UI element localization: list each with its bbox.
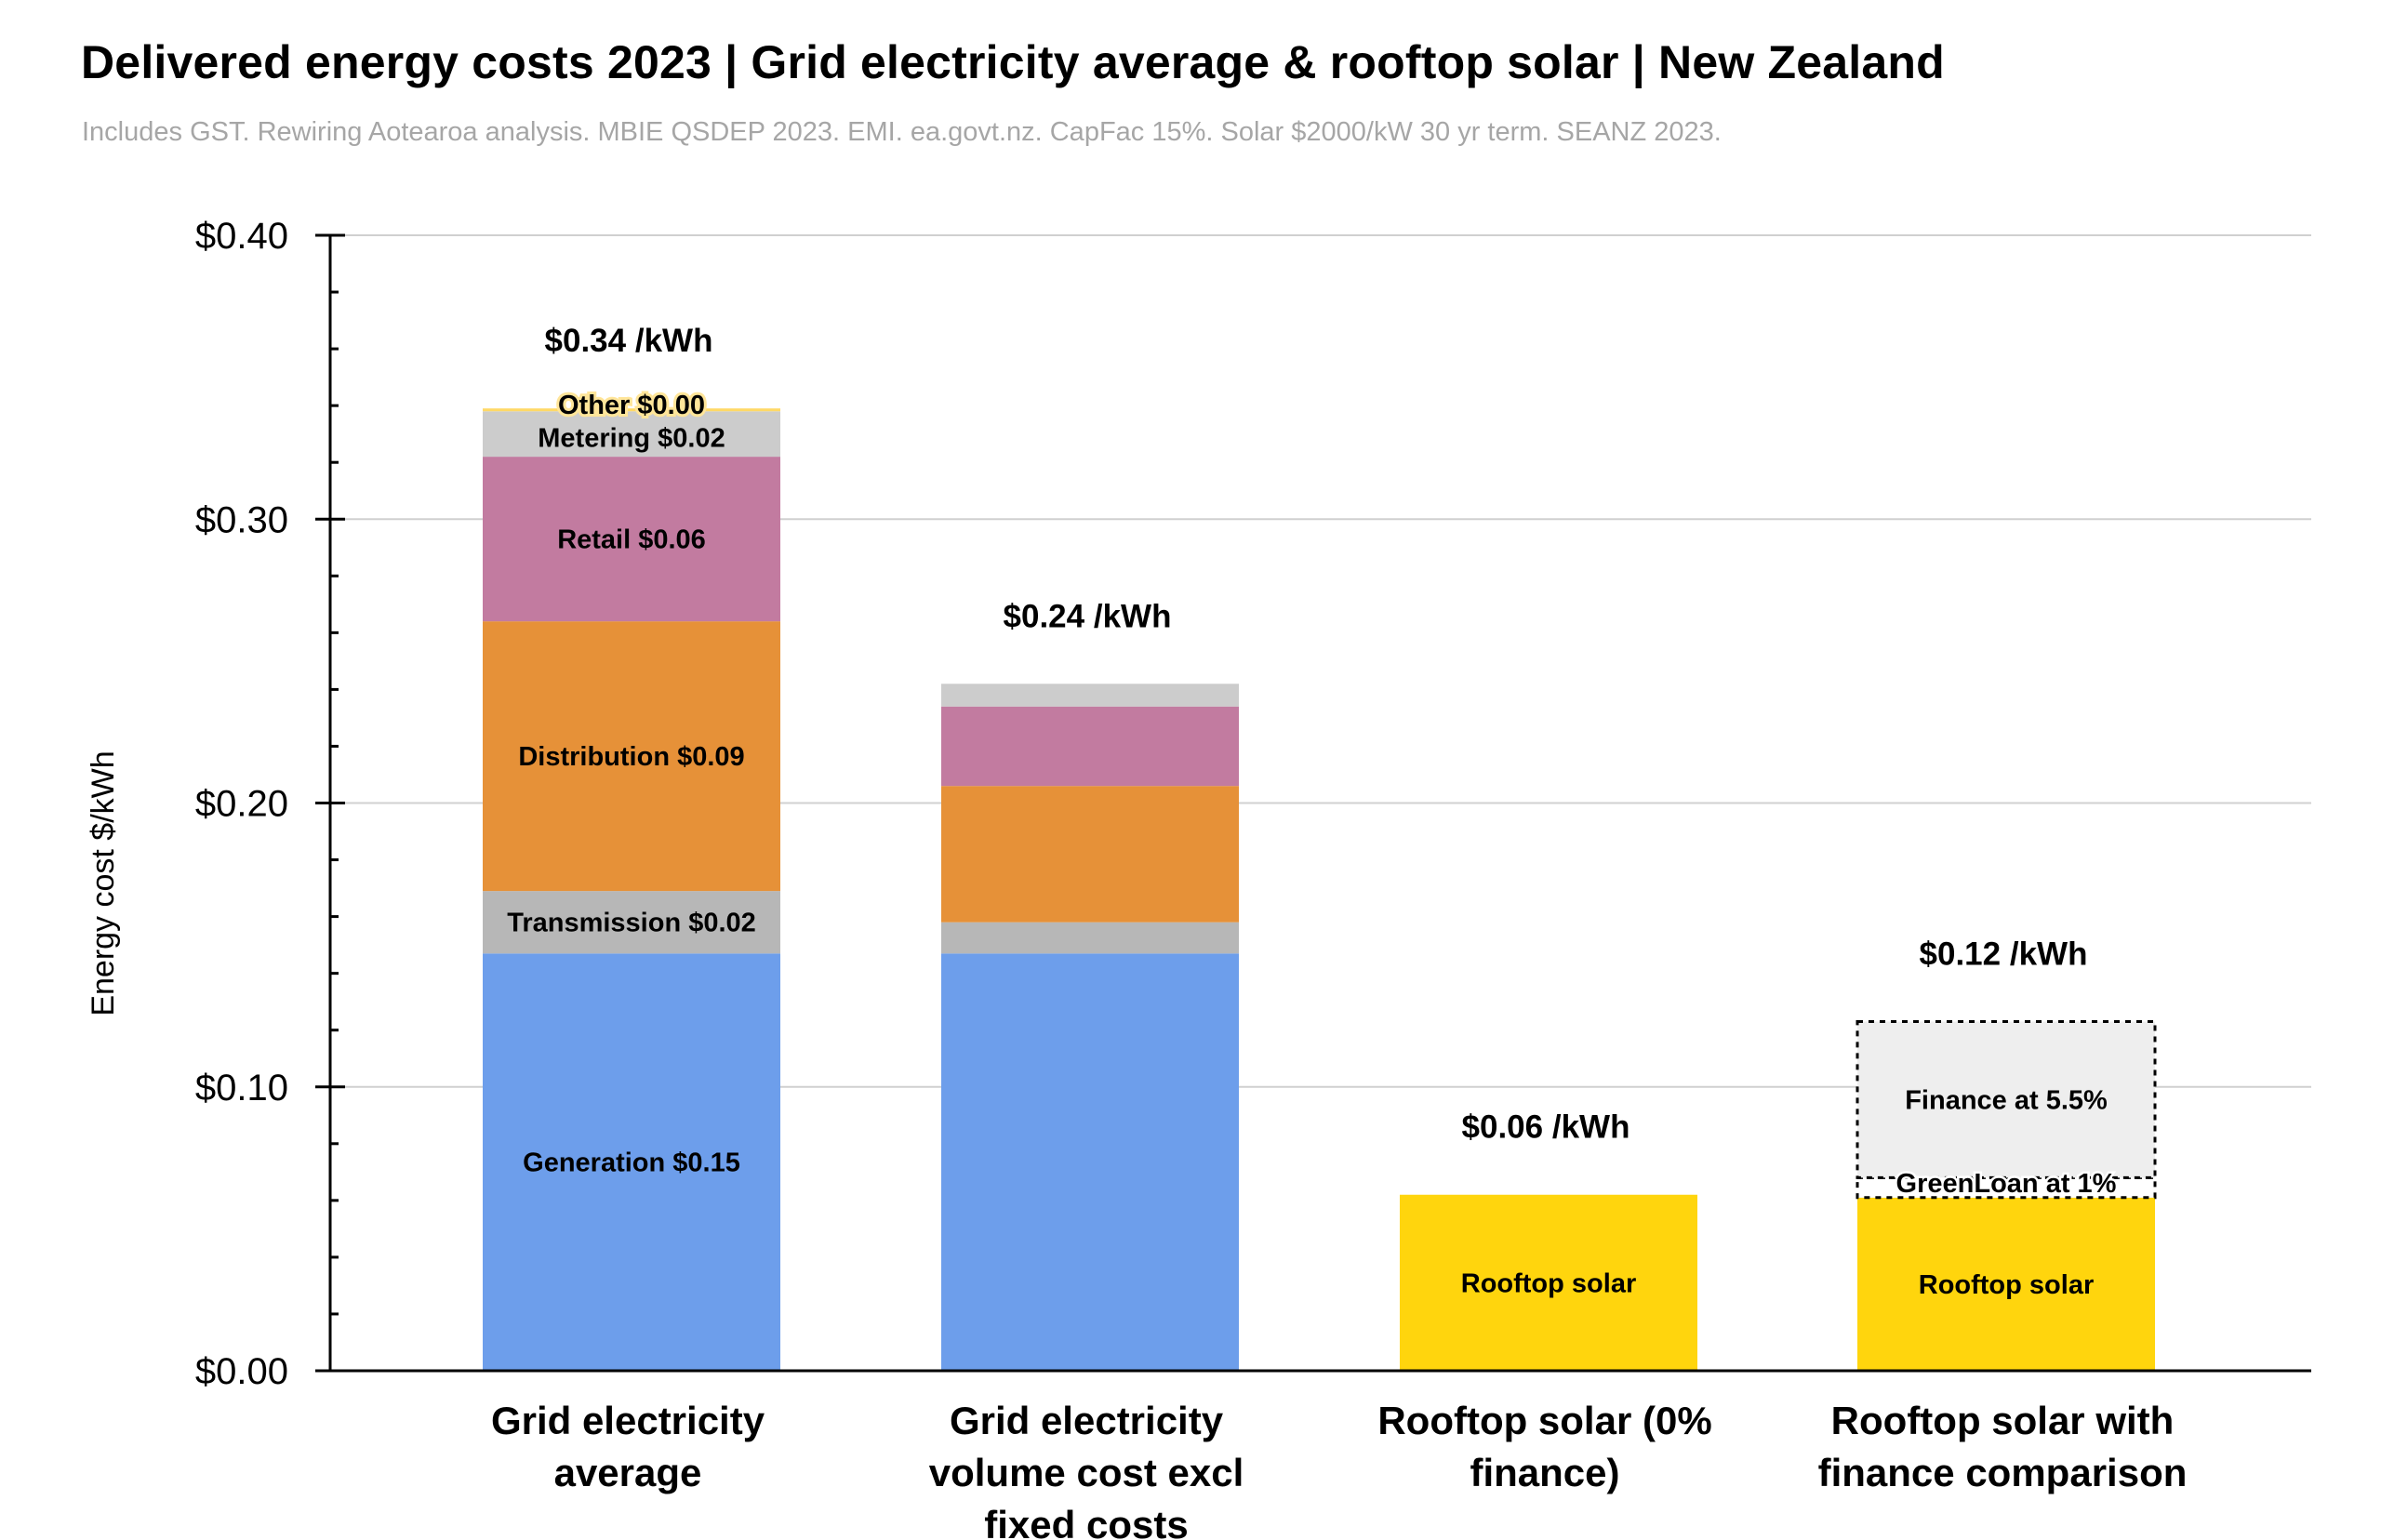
bar-segment-distribution	[483, 621, 780, 892]
bar-segment-distribution	[941, 786, 1239, 923]
bar-segment-generation	[483, 953, 780, 1371]
x-category-label: Grid electricity	[950, 1399, 1224, 1442]
chart-title: Delivered energy costs 2023 | Grid elect…	[81, 36, 1945, 88]
x-category-label: Rooftop solar (0%	[1377, 1399, 1711, 1442]
bar-segment-finance	[1856, 1020, 2157, 1179]
bar-total-label: $0.24 /kWh	[1004, 598, 1172, 634]
x-category-label: Grid electricity	[491, 1399, 765, 1442]
y-tick-label: $0.00	[195, 1351, 288, 1392]
bar-segment-transmission	[941, 922, 1239, 954]
bar-segment-retail	[483, 457, 780, 622]
x-category-label: fixed costs	[984, 1503, 1188, 1540]
bar-segment-metering	[483, 411, 780, 458]
y-axis-title: Energy cost $/kWh	[86, 750, 121, 1016]
segment-label-generation: Generation $0.15	[523, 1148, 740, 1178]
y-tick-label: $0.10	[195, 1068, 288, 1109]
y-tick-label: $0.40	[195, 216, 288, 257]
bar-total-label: $0.06 /kWh	[1462, 1109, 1630, 1146]
x-category-label: volume cost excl	[929, 1451, 1244, 1494]
bar-segment-generation	[941, 953, 1239, 1371]
bar-segment-retail	[941, 706, 1239, 787]
segment-label-finance: Finance at 5.5%	[1905, 1085, 2108, 1115]
segment-label-rooftop-solar: Rooftop solar	[1461, 1268, 1637, 1298]
bar-segment-other	[483, 408, 780, 412]
segment-label-rooftop-solar: Rooftop solar	[1919, 1270, 2095, 1300]
segment-label-green-loan: GreenLoan at 1%	[1896, 1169, 2117, 1199]
segment-label-transmission: Transmission $0.02	[507, 909, 756, 938]
bar-total-label: $0.34 /kWh	[545, 323, 713, 359]
y-tick-label: $0.20	[195, 784, 288, 825]
bar-total-label: $0.12 /kWh	[1920, 936, 2088, 973]
segment-label-metering: Metering $0.02	[538, 424, 725, 454]
bar-segment-rooftop-solar	[1400, 1194, 1697, 1371]
chart-subtitle: Includes GST. Rewiring Aotearoa analysis…	[82, 117, 1722, 147]
bar-segment-rooftop-solar	[1857, 1197, 2155, 1371]
bars	[483, 408, 2157, 1371]
x-category-label: average	[554, 1451, 702, 1494]
x-category-label: finance comparison	[1818, 1451, 2188, 1494]
y-axis	[315, 233, 2311, 1373]
bar-segment-transmission	[483, 891, 780, 954]
segment-label-other: Other $0.00	[558, 391, 705, 420]
segment-label-retail: Retail $0.06	[557, 525, 706, 555]
x-category-label: finance)	[1470, 1451, 1619, 1494]
y-tick-label: $0.30	[195, 499, 288, 540]
labels: $0.00 $0.10 $0.20 $0.30 $0.40 Energy cost $/k…	[86, 216, 2187, 1540]
segment-label-distribution: Distribution $0.09	[518, 742, 744, 772]
bar-segment-green-loan	[1856, 1175, 2157, 1200]
bar-segment-metering	[941, 684, 1239, 707]
x-category-label: Rooftop solar with	[1831, 1399, 2175, 1442]
